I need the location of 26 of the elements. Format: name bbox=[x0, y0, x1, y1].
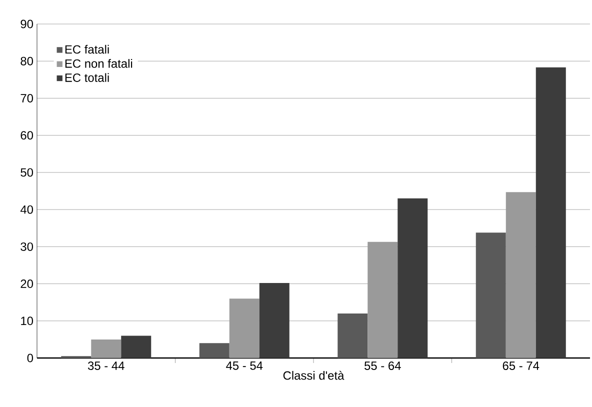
legend-label: EC fatali bbox=[65, 44, 109, 54]
y-tick-label: 10 bbox=[21, 316, 34, 326]
legend-label: EC non fatali bbox=[65, 59, 132, 68]
bar bbox=[259, 283, 290, 358]
y-tick-label: 30 bbox=[20, 242, 34, 251]
y-tick-label: 70 bbox=[20, 94, 34, 102]
x-tick-label: 45 - 54 bbox=[226, 362, 263, 370]
y-tick-label: 90 bbox=[20, 20, 34, 28]
bar bbox=[536, 67, 566, 358]
y-tick-label: 50 bbox=[20, 168, 34, 177]
bar bbox=[91, 339, 122, 358]
bar bbox=[476, 232, 506, 358]
x-tick-label: 65 - 74 bbox=[502, 362, 540, 370]
bar bbox=[121, 336, 152, 358]
legend-label: EC totali bbox=[65, 73, 109, 82]
y-tick-label: 60 bbox=[20, 131, 34, 140]
bar bbox=[199, 343, 230, 358]
x-tick-label: 35 - 44 bbox=[88, 362, 124, 370]
x-axis-title: Classi d'età bbox=[283, 370, 344, 380]
y-tick-label: 0 bbox=[27, 354, 34, 362]
x-tick-label: 55 - 64 bbox=[364, 362, 401, 370]
bar bbox=[398, 198, 428, 358]
y-tick-label: 80 bbox=[20, 56, 34, 66]
y-tick-label: 20 bbox=[20, 280, 34, 288]
bar bbox=[338, 313, 368, 358]
y-tick-label: 40 bbox=[20, 205, 34, 214]
